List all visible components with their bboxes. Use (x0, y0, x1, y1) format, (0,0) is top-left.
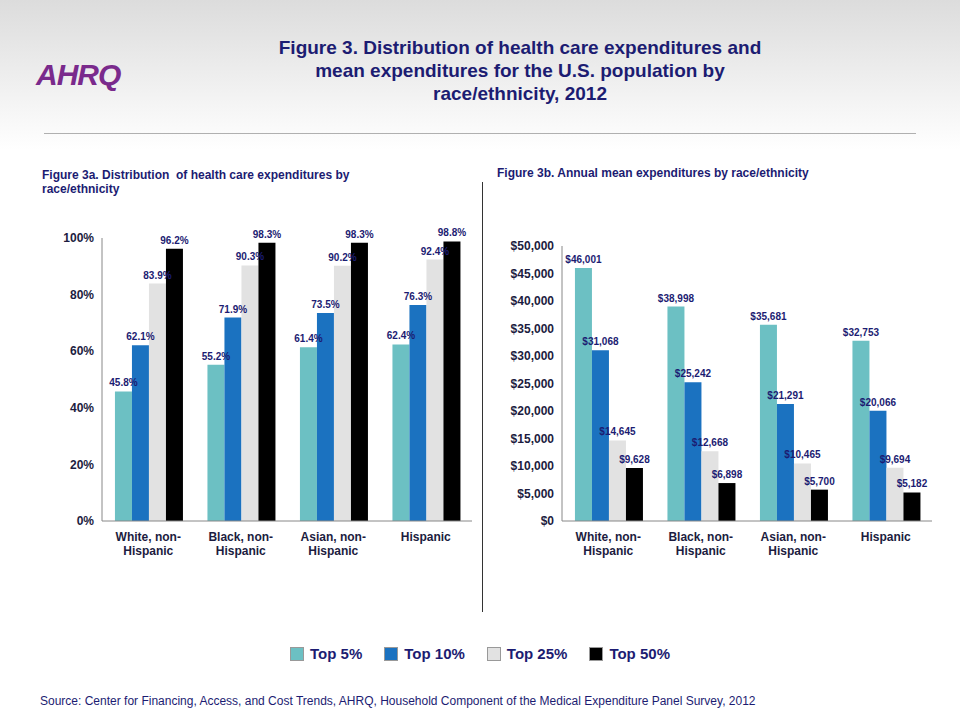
svg-text:$15,000: $15,000 (511, 432, 555, 446)
svg-text:60%: 60% (70, 344, 94, 358)
svg-text:80%: 80% (70, 288, 94, 302)
svg-text:$0: $0 (541, 514, 555, 528)
svg-text:Asian, non-Hispanic: Asian, non-Hispanic (301, 530, 366, 558)
html-text:Top 25%: Top 25% (506, 645, 568, 662)
svg-text:100%: 100% (63, 231, 94, 245)
html-text:Top 10%: Top 10% (404, 645, 465, 662)
svg-text:$6,898: $6,898 (712, 469, 743, 480)
svg-text:White, non-Hispanic: White, non-Hispanic (576, 530, 641, 558)
svg-text:$40,000: $40,000 (511, 294, 555, 308)
svg-text:$30,000: $30,000 (511, 349, 555, 363)
svg-text:62.1%: 62.1% (126, 331, 154, 342)
svg-text:$12,668: $12,668 (692, 437, 729, 448)
svg-text:61.4%: 61.4% (294, 333, 322, 344)
svg-text:62.4%: 62.4% (387, 330, 415, 341)
svg-text:White, non-Hispanic: White, non-Hispanic (116, 530, 181, 558)
svg-text:$14,645: $14,645 (599, 426, 636, 437)
svg-text:20%: 20% (70, 458, 94, 472)
svg-text:73.5%: 73.5% (311, 299, 339, 310)
html-text:Top 50%: Top 50% (609, 645, 670, 662)
svg-text:$5,182: $5,182 (897, 478, 928, 489)
svg-text:$9,628: $9,628 (619, 454, 650, 465)
html-text:AHRQ: AHRQ (36, 58, 121, 91)
svg-text:Black, non-Hispanic: Black, non-Hispanic (208, 530, 273, 558)
svg-text:98.8%: 98.8% (438, 227, 466, 238)
svg-text:90.2%: 90.2% (328, 252, 356, 263)
html-text:Top 5%: Top 5% (310, 645, 363, 662)
svg-text:$10,465: $10,465 (784, 449, 821, 460)
svg-text:45.8%: 45.8% (109, 377, 137, 388)
svg-text:$20,066: $20,066 (860, 397, 897, 408)
svg-text:98.3%: 98.3% (345, 229, 373, 240)
svg-text:76.3%: 76.3% (404, 291, 432, 302)
svg-text:92.4%: 92.4% (421, 246, 449, 257)
svg-text:$46,001: $46,001 (565, 254, 602, 265)
svg-text:$10,000: $10,000 (511, 459, 555, 473)
svg-text:$35,681: $35,681 (750, 311, 787, 322)
svg-text:Hispanic: Hispanic (861, 530, 911, 544)
svg-text:40%: 40% (70, 401, 94, 415)
svg-text:Black, non-Hispanic: Black, non-Hispanic (668, 530, 733, 558)
svg-text:96.2%: 96.2% (160, 235, 188, 246)
svg-text:71.9%: 71.9% (219, 304, 247, 315)
svg-text:90.3%: 90.3% (236, 251, 264, 262)
svg-text:83.9%: 83.9% (143, 270, 171, 281)
svg-text:$20,000: $20,000 (511, 404, 555, 418)
svg-text:$25,242: $25,242 (675, 368, 712, 379)
svg-text:0%: 0% (77, 514, 95, 528)
html-text:Figure 3. Distribution of heal: Figure 3. Distribution of health care ex… (278, 37, 762, 104)
svg-text:$32,753: $32,753 (843, 327, 880, 338)
html-text:Figure 3a. Distribution of hea: Figure 3a. Distribution of health care e… (42, 168, 353, 196)
svg-text:$9,694: $9,694 (880, 454, 911, 465)
svg-text:98.3%: 98.3% (253, 229, 281, 240)
svg-text:Asian, non-Hispanic: Asian, non-Hispanic (761, 530, 826, 558)
svg-text:$38,998: $38,998 (658, 293, 695, 304)
svg-text:$31,068: $31,068 (582, 336, 619, 347)
svg-text:$45,000: $45,000 (511, 267, 555, 281)
svg-text:$5,700: $5,700 (804, 476, 835, 487)
svg-text:55.2%: 55.2% (202, 351, 230, 362)
svg-text:$25,000: $25,000 (511, 377, 555, 391)
html-text:Source: Center for Financing,: Source: Center for Financing, Access, an… (40, 694, 756, 708)
svg-text:Hispanic: Hispanic (401, 530, 451, 544)
svg-text:$5,000: $5,000 (517, 487, 554, 501)
svg-text:$21,291: $21,291 (767, 390, 804, 401)
svg-text:$35,000: $35,000 (511, 322, 555, 336)
svg-text:$50,000: $50,000 (511, 239, 555, 253)
html-text:Figure 3b. Annual mean expendi: Figure 3b. Annual mean expenditures by r… (497, 166, 809, 180)
